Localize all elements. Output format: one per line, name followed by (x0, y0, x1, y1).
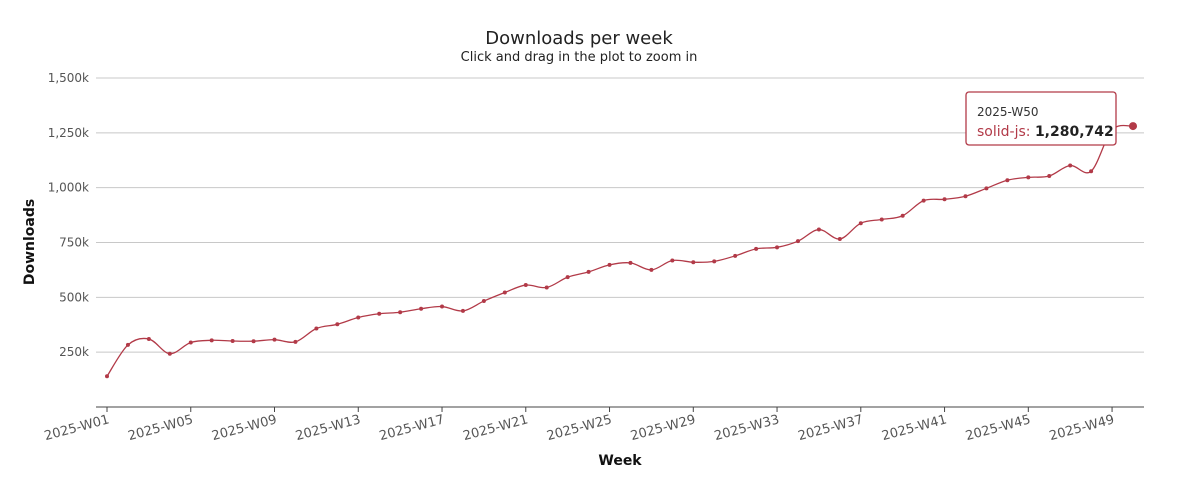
x-tick-label: 2025-W21 (462, 412, 530, 444)
x-tick-label: 2025-W33 (713, 412, 781, 444)
data-point-2025-W08[interactable] (251, 339, 256, 344)
x-tick-label: 2025-W25 (545, 412, 613, 444)
data-point-2025-W03[interactable] (146, 337, 151, 342)
data-point-2025-W32[interactable] (754, 246, 759, 251)
y-tick-label: 750k (59, 236, 89, 250)
x-tick-label: 2025-W05 (127, 412, 195, 444)
data-point-2025-W47[interactable] (1068, 163, 1073, 168)
tooltip-value: 1,280,742 (1035, 124, 1114, 140)
y-tick-label: 250k (59, 345, 89, 359)
data-point-2025-W25[interactable] (607, 262, 612, 267)
data-point-2025-W05[interactable] (188, 340, 193, 345)
tooltip-series-name: solid-js (977, 124, 1026, 140)
data-point-2025-W27[interactable] (649, 267, 654, 272)
data-point-2025-W13[interactable] (356, 315, 361, 320)
y-tick-label: 1,000k (48, 181, 89, 195)
data-point-2025-W02[interactable] (125, 342, 130, 347)
x-tick-label: 2025-W13 (294, 412, 362, 444)
x-tick-label: 2025-W45 (964, 412, 1032, 444)
x-tick-label: 2025-W29 (629, 412, 697, 444)
data-point-2025-W01[interactable] (105, 374, 109, 379)
series-points[interactable] (105, 122, 1137, 379)
data-point-2025-W50[interactable] (1129, 122, 1137, 131)
y-tick-label: 1,250k (48, 126, 89, 140)
tooltip: 2025-W50 solid-js: 1,280,742 (965, 91, 1117, 146)
tooltip-row: solid-js: 1,280,742 (977, 124, 1114, 140)
data-point-2025-W40[interactable] (921, 198, 926, 203)
data-point-2025-W17[interactable] (440, 304, 445, 309)
data-point-2025-W26[interactable] (628, 260, 633, 265)
data-point-2025-W22[interactable] (544, 285, 549, 290)
tooltip-separator: : (1026, 124, 1035, 140)
data-point-2025-W10[interactable] (293, 339, 298, 344)
data-point-2025-W43[interactable] (984, 186, 989, 191)
data-point-2025-W28[interactable] (670, 258, 675, 263)
chart-title: Downloads per week (485, 28, 673, 49)
gridlines (96, 77, 1144, 353)
data-point-2025-W44[interactable] (1005, 178, 1010, 183)
x-tick-label: 2025-W09 (210, 412, 278, 444)
tooltip-box (965, 91, 1117, 146)
x-axis-title: Week (598, 453, 642, 469)
data-point-2025-W18[interactable] (460, 308, 465, 313)
data-point-2025-W16[interactable] (419, 306, 424, 311)
data-point-2025-W09[interactable] (272, 337, 277, 342)
data-point-2025-W04[interactable] (167, 351, 172, 356)
y-axis-title: Downloads (22, 199, 38, 285)
data-point-2025-W34[interactable] (795, 239, 800, 244)
data-point-2025-W42[interactable] (963, 194, 968, 199)
data-point-2025-W15[interactable] (398, 310, 403, 315)
data-point-2025-W39[interactable] (900, 213, 905, 218)
data-point-2025-W07[interactable] (230, 338, 235, 343)
data-point-2025-W33[interactable] (775, 245, 780, 250)
series-line-solid-js (106, 124, 1134, 377)
x-tick-label: 2025-W49 (1048, 412, 1116, 444)
y-tick-label: 1,500k (48, 71, 89, 85)
data-point-2025-W20[interactable] (502, 290, 507, 295)
data-point-2025-W12[interactable] (335, 322, 340, 327)
data-point-2025-W36[interactable] (837, 236, 842, 241)
data-point-2025-W21[interactable] (523, 283, 528, 288)
x-tick-label: 2025-W37 (797, 412, 865, 444)
chart-subtitle: Click and drag in the plot to zoom in (461, 50, 698, 65)
x-tick-label: 2025-W01 (43, 412, 111, 444)
y-tick-label: 500k (59, 290, 89, 304)
data-point-2025-W06[interactable] (209, 338, 214, 343)
y-axis-ticks: 250k 500k 750k 1,000k 1,250k 1,500k (48, 71, 89, 359)
data-point-2025-W48[interactable] (1089, 169, 1094, 174)
data-point-2025-W35[interactable] (816, 227, 821, 232)
x-tick-label: 2025-W17 (378, 412, 446, 444)
x-tick-label: 2025-W41 (880, 412, 948, 444)
data-point-2025-W14[interactable] (377, 311, 382, 316)
data-point-2025-W30[interactable] (712, 259, 717, 264)
data-point-2025-W24[interactable] (586, 269, 591, 274)
data-point-2025-W41[interactable] (942, 197, 947, 202)
data-point-2025-W23[interactable] (565, 275, 570, 280)
data-point-2025-W45[interactable] (1026, 175, 1031, 180)
data-point-2025-W29[interactable] (691, 260, 696, 265)
data-point-2025-W19[interactable] (481, 299, 486, 304)
tooltip-header: 2025-W50 (977, 105, 1039, 119)
data-point-2025-W37[interactable] (858, 221, 863, 226)
data-point-2025-W46[interactable] (1047, 174, 1052, 179)
data-point-2025-W31[interactable] (733, 253, 738, 258)
data-point-2025-W38[interactable] (879, 217, 884, 222)
data-point-2025-W11[interactable] (314, 326, 319, 331)
x-axis-ticks: 2025-W01 2025-W05 2025-W09 2025-W13 2025-W17… (43, 407, 1116, 444)
